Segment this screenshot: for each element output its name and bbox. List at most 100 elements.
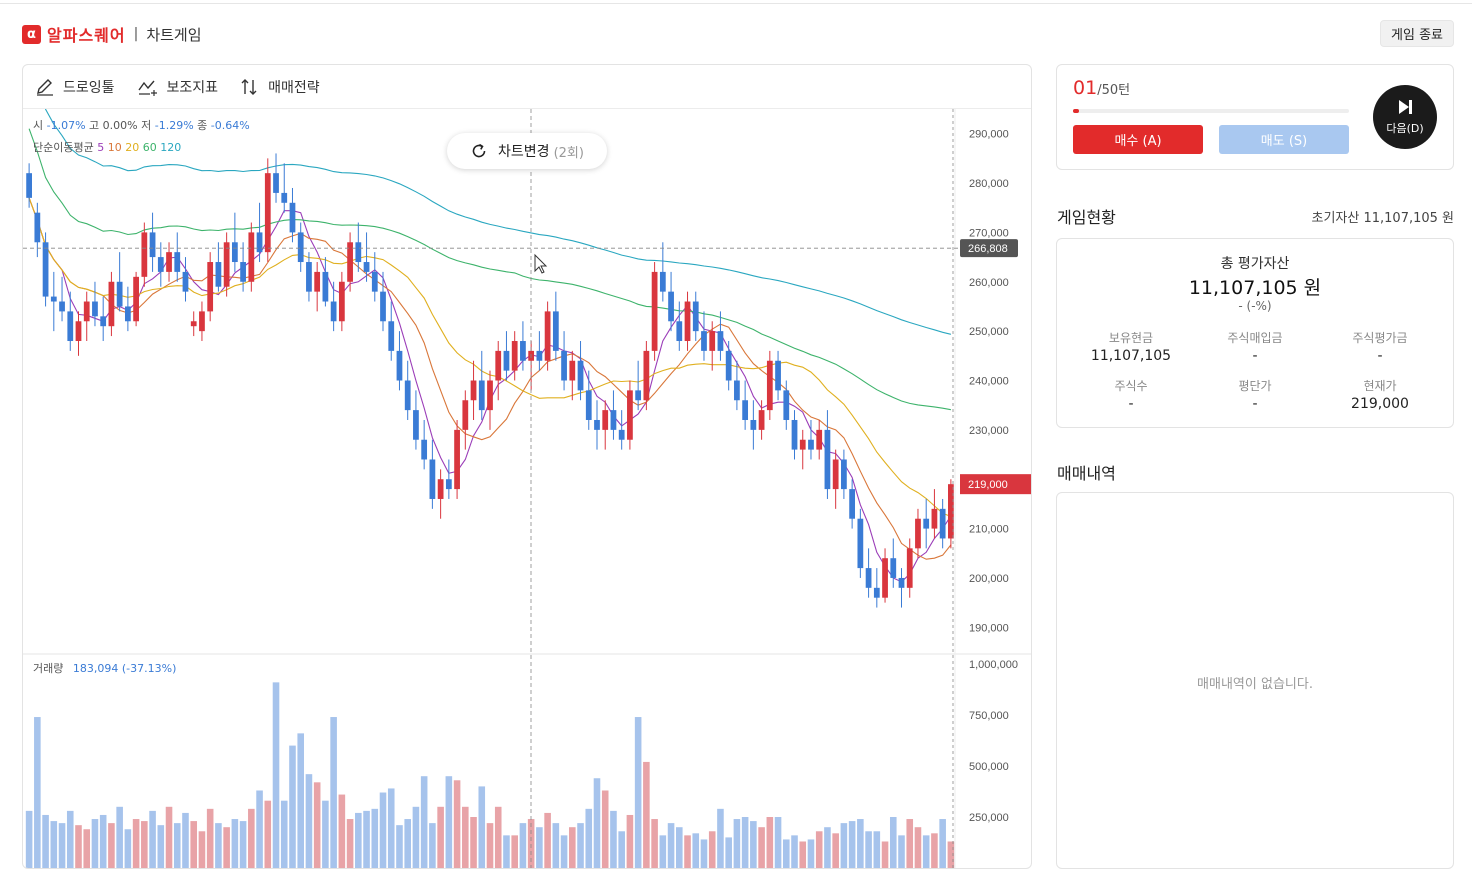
volume-bar: [815, 831, 823, 868]
volume-bar: [50, 821, 58, 868]
turn-progress-fill: [1073, 109, 1079, 113]
end-game-button[interactable]: 게임 종료: [1380, 20, 1454, 47]
candle-body: [190, 321, 197, 327]
next-turn-button[interactable]: 다음(D): [1373, 85, 1437, 149]
candle-body: [742, 400, 749, 420]
candle-body: [725, 350, 732, 381]
volume-bar: [412, 806, 420, 868]
total-asset-value: 11,107,105 원: [1188, 277, 1322, 299]
candle-body: [841, 459, 847, 490]
price-tick-label: 260,000: [969, 277, 1009, 289]
volume-bar: [527, 819, 535, 868]
pencil-icon: [37, 78, 53, 96]
purchase-stat: 주식매입금 -: [1189, 329, 1321, 364]
candle-body: [890, 558, 897, 578]
candle-body: [569, 360, 576, 381]
chart-change-button[interactable]: 차트변경 (2회): [447, 133, 607, 169]
candle-body: [585, 390, 592, 420]
candle-body: [503, 350, 510, 371]
drawing-tool-button[interactable]: 드로잉툴: [35, 77, 115, 97]
candle-body: [141, 232, 148, 277]
candle-body: [338, 281, 345, 322]
volume-bar: [346, 819, 354, 868]
volume-bar: [256, 790, 263, 868]
volume-bar: [898, 835, 905, 868]
volume-bar: [536, 827, 543, 868]
candle-body: [520, 341, 526, 361]
volume-bar: [676, 827, 683, 868]
sell-button[interactable]: 매도 (S): [1219, 125, 1349, 154]
volume-bar: [741, 817, 749, 868]
candle-body: [948, 484, 954, 539]
volume-bar: [840, 823, 848, 868]
price-volume-chart[interactable]: 290,000 280,000 270,000 260,000 250,000 240,0…: [23, 109, 1032, 869]
candle-body: [602, 410, 609, 430]
candle-body: [231, 242, 238, 263]
volume-bar: [338, 794, 346, 868]
drawing-tool-label: 드로잉툴: [63, 79, 115, 96]
brand-name[interactable]: 알파스퀘어: [47, 26, 126, 45]
candle-body: [832, 459, 839, 490]
price-tick-label: 240,000: [969, 376, 1009, 388]
logo-icon: α: [22, 24, 41, 44]
indicator-label: 보조지표: [166, 79, 219, 96]
candle-body: [149, 232, 156, 258]
candle-body: [75, 321, 82, 342]
volume-bar: [305, 774, 313, 868]
volume-bar: [832, 833, 839, 868]
candle-body: [314, 271, 321, 292]
strategy-button[interactable]: 매매전략: [240, 77, 320, 97]
volume-tick-label: 1,000,000: [969, 659, 1018, 671]
total-asset-label: 총 평가자산: [1220, 256, 1290, 272]
candle-body: [42, 242, 49, 297]
volume-bar: [83, 829, 91, 868]
volume-bar: [725, 837, 732, 868]
app-header: α 알파스퀘어 | 차트게임: [22, 22, 202, 46]
volume-bar: [99, 814, 107, 868]
candle-body: [915, 518, 921, 549]
volume-bar: [363, 810, 370, 868]
candle-body: [273, 173, 279, 193]
price-tick-label: 280,000: [969, 178, 1009, 190]
candle-body: [865, 568, 872, 588]
volume-bar: [478, 786, 486, 868]
volume-bar: [782, 839, 790, 868]
candle-body: [34, 212, 41, 243]
candle-body: [404, 380, 411, 411]
volume-bar: [25, 810, 33, 868]
volume-bar: [453, 780, 461, 868]
ma-label: 단순이동평균: [33, 141, 94, 154]
candle-body: [83, 301, 90, 322]
buy-button[interactable]: 매수 (A): [1073, 125, 1203, 154]
candle-body: [478, 380, 485, 411]
low-value: -1.29%: [154, 119, 194, 132]
candle-body: [116, 281, 123, 307]
volume-bar: [132, 819, 140, 868]
price-tick-label: 290,000: [969, 129, 1009, 141]
crosshair-price-tag: [960, 239, 1018, 258]
volume-bar: [848, 821, 856, 868]
avg-price-stat: 평단가 -: [1189, 377, 1321, 412]
candle-body: [92, 301, 98, 317]
volume-bar: [651, 819, 658, 868]
ma-60-label: 60: [142, 141, 157, 154]
candle-body: [207, 262, 214, 312]
candle-body: [108, 281, 115, 327]
candle-body: [100, 316, 107, 327]
high-value: 0.00%: [102, 119, 138, 132]
volume-bar: [149, 810, 156, 868]
volume-tick-label: 750,000: [969, 710, 1009, 722]
volume-bar: [659, 835, 667, 868]
candle-body: [701, 331, 707, 351]
indicator-button[interactable]: 보조지표: [137, 77, 219, 97]
volume-bar: [807, 839, 815, 868]
candle-body: [758, 410, 765, 430]
volume-bar: [108, 823, 115, 868]
ma-120-label: 120: [160, 141, 182, 154]
volume-bar: [173, 823, 181, 868]
volume-bar: [157, 825, 165, 868]
volume-bar: [824, 827, 831, 868]
cash-label: 보유현금: [1108, 331, 1154, 345]
volume-bar: [404, 819, 411, 868]
candle-body: [388, 321, 395, 351]
